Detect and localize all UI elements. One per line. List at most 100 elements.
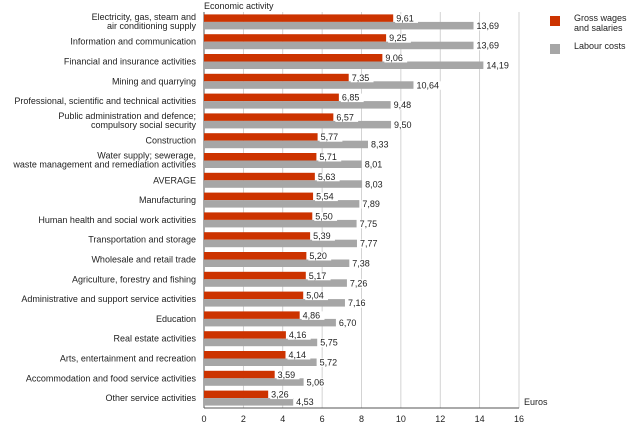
data-label-gross-wages: 5,50 xyxy=(315,211,333,221)
data-label-gross-wages: 9,06 xyxy=(385,53,403,63)
category-label: Other service activities xyxy=(105,393,196,403)
data-label-gross-wages: 5,04 xyxy=(306,291,324,301)
bar-labour-costs xyxy=(204,200,360,208)
data-label-bg xyxy=(384,54,408,63)
data-label-bg xyxy=(363,160,387,169)
category-label: Public administration and defence; compul… xyxy=(58,111,196,130)
data-label-bg xyxy=(319,338,343,348)
data-label-bg xyxy=(348,279,372,288)
category-label: Water supply; sewerage, waste management … xyxy=(12,151,196,170)
data-label-labour-costs: 8,33 xyxy=(371,140,389,150)
data-label-labour-costs: 7,26 xyxy=(350,278,368,288)
bar-gross-wages xyxy=(204,93,339,102)
legend-swatch-labour-costs xyxy=(550,44,560,54)
data-label-bg xyxy=(364,180,387,189)
bar-labour-costs xyxy=(204,318,336,327)
data-label-gross-wages: 5,39 xyxy=(313,231,331,241)
data-label-bg xyxy=(361,200,385,209)
bar-gross-wages xyxy=(204,252,307,260)
bar-gross-wages xyxy=(204,390,269,399)
data-label-labour-costs: 10,64 xyxy=(416,80,439,90)
legend: Gross wages and salaries Labour costs xyxy=(550,13,627,54)
bar-gross-wages xyxy=(204,232,311,240)
category-label: Wholesale and retail trade xyxy=(91,255,196,265)
x-axis-label: Euros xyxy=(524,397,548,407)
data-label-bg xyxy=(276,370,300,380)
bar-gross-wages xyxy=(204,331,286,339)
category-label: Professional, scientific and technical a… xyxy=(14,96,196,106)
legend-label-labour-costs: Labour costs xyxy=(574,41,626,51)
category-label: Information and communication xyxy=(70,37,196,47)
bar-gross-wages xyxy=(204,291,304,300)
data-label-labour-costs: 7,16 xyxy=(348,298,366,308)
bar-gross-wages xyxy=(204,271,306,280)
category-label: Education xyxy=(156,314,196,324)
category-label: Accommodation and food service activitie… xyxy=(26,373,197,383)
bar-labour-costs xyxy=(204,160,362,168)
data-label-bg xyxy=(295,398,318,407)
bar-labour-costs xyxy=(204,219,357,228)
chart-title: Economic activity xyxy=(204,1,274,11)
data-label-bg xyxy=(335,113,359,122)
data-label-bg xyxy=(346,299,370,308)
bar-labour-costs xyxy=(204,239,357,248)
x-tick-label: 12 xyxy=(435,414,445,424)
category-label: Agriculture, forestry and fishing xyxy=(72,274,196,284)
data-label-bg xyxy=(388,34,411,43)
bar-gross-wages xyxy=(204,192,314,201)
bar-labour-costs xyxy=(204,120,392,129)
data-labels: 9,61 13,69 9,25 13,69 9,06 14,19 7,35 10,64 6,85… xyxy=(270,13,514,407)
bar-labour-costs xyxy=(204,378,304,386)
legend-label-gross-wages: Gross wages and salaries xyxy=(574,13,627,33)
data-label-labour-costs: 4,53 xyxy=(296,397,314,407)
bar-labour-costs xyxy=(204,101,391,109)
bar-labour-costs xyxy=(204,259,350,267)
data-label-gross-wages: 3,59 xyxy=(278,370,296,380)
bar-gross-wages xyxy=(204,311,300,319)
data-label-bg xyxy=(308,252,332,261)
data-label-bg xyxy=(393,120,416,130)
bar-labour-costs xyxy=(204,41,474,50)
data-label-bg xyxy=(337,318,361,328)
category-label: Financial and insurance activities xyxy=(64,57,197,67)
data-label-gross-wages: 5,77 xyxy=(321,132,339,142)
category-label: AVERAGE xyxy=(153,175,196,185)
data-label-bg xyxy=(318,358,342,367)
bar-gross-wages xyxy=(204,370,275,379)
data-label-bg xyxy=(358,219,382,229)
data-label-bg xyxy=(312,232,335,241)
data-label-bg xyxy=(319,133,343,142)
data-label-labour-costs: 9,50 xyxy=(394,120,412,130)
bar-labour-costs xyxy=(204,61,484,69)
bar-gross-wages xyxy=(204,14,394,22)
category-label: Human health and social work activities xyxy=(38,215,196,225)
data-label-gross-wages: 5,20 xyxy=(309,251,327,261)
data-label-labour-costs: 5,75 xyxy=(320,338,338,348)
data-label-bg xyxy=(301,311,325,320)
data-label-labour-costs: 8,01 xyxy=(365,160,383,170)
data-label-bg xyxy=(475,41,504,51)
data-label-labour-costs: 13,69 xyxy=(477,21,500,31)
bar-labour-costs xyxy=(204,398,294,406)
data-label-gross-wages: 9,61 xyxy=(396,13,414,23)
data-label-labour-costs: 5,06 xyxy=(307,377,325,387)
data-label-gross-wages: 5,54 xyxy=(316,192,334,202)
data-label-labour-costs: 8,03 xyxy=(365,179,383,189)
data-label-bg xyxy=(315,192,338,202)
bar-labour-costs xyxy=(204,81,414,89)
data-label-bg xyxy=(270,390,293,400)
data-label-gross-wages: 3,26 xyxy=(271,390,289,400)
x-tick-label: 14 xyxy=(475,414,485,424)
bar-gross-wages xyxy=(204,73,349,82)
data-label-gross-wages: 9,25 xyxy=(389,33,407,43)
data-label-labour-costs: 7,75 xyxy=(360,219,378,229)
x-tick-label: 8 xyxy=(359,414,364,424)
data-label-labour-costs: 14,19 xyxy=(486,61,509,71)
category-label: Electricity, gas, steam and air condition… xyxy=(92,12,197,31)
data-label-gross-wages: 5,71 xyxy=(319,152,337,162)
data-label-bg xyxy=(307,271,331,281)
x-tick-label: 10 xyxy=(396,414,406,424)
bar-gross-wages xyxy=(204,172,315,181)
data-label-labour-costs: 9,48 xyxy=(394,100,412,110)
